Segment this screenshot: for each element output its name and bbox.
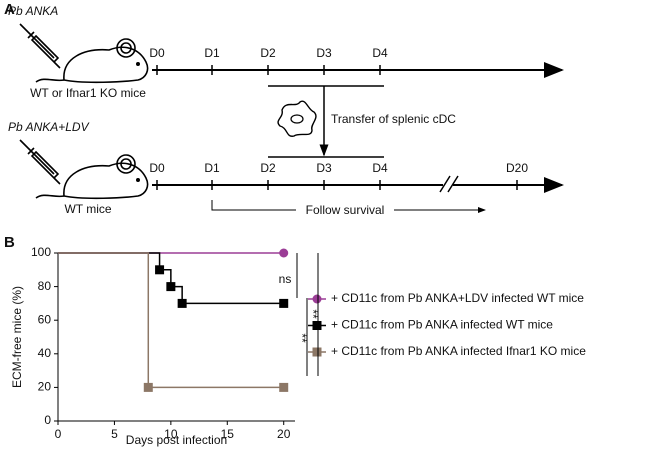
x-axis-label: Days post infection (126, 433, 227, 447)
mice-label: WT or Ifnar1 KO mice (30, 86, 146, 100)
legend-label: + CD11c from Pb ANKA+LDV infected WT mic… (331, 291, 584, 305)
significance-label: ** (295, 333, 309, 343)
follow-label: Follow survival (306, 203, 385, 217)
day-label: D4 (372, 161, 388, 175)
marker (279, 248, 289, 258)
marker (155, 265, 165, 275)
x-tick-label: 0 (55, 427, 62, 441)
y-tick-label: 0 (44, 413, 51, 427)
day-label: D1 (204, 161, 220, 175)
day-label: D1 (204, 46, 220, 60)
day-label: D0 (149, 161, 165, 175)
legend-label: + CD11c from Pb ANKA infected Ifnar1 KO … (331, 344, 586, 358)
y-axis-label: ECM-free mice (%) (10, 286, 24, 388)
x-tick-label: 10 (164, 427, 178, 441)
day-label: D3 (316, 161, 332, 175)
day-label: D2 (260, 161, 276, 175)
y-tick-label: 40 (38, 346, 52, 360)
axis-break (439, 175, 459, 193)
y-tick-label: 20 (38, 380, 52, 394)
mouse-icon (19, 139, 149, 200)
panel-label: B (4, 234, 15, 251)
y-tick-label: 60 (38, 312, 52, 326)
day-label: D2 (260, 46, 276, 60)
panel-label: A (4, 1, 15, 18)
strain-label: Pb ANKA (8, 4, 58, 18)
legend-label: + CD11c from Pb ANKA infected WT mice (331, 318, 553, 332)
marker (177, 298, 187, 308)
x-tick-label: 20 (277, 427, 291, 441)
legend-marker (312, 321, 322, 330)
significance-label: ** (306, 309, 320, 319)
follow-gap (296, 203, 394, 217)
y-tick-label: 80 (38, 279, 52, 293)
survival-line (58, 252, 284, 389)
legend-marker (312, 347, 322, 357)
marker (166, 282, 176, 292)
mouse-icon (19, 23, 149, 84)
day-label: D3 (316, 46, 332, 60)
y-tick-label: 100 (31, 245, 51, 259)
axis-break-gap (443, 178, 453, 192)
day-label: D0 (149, 46, 165, 60)
x-tick-label: 5 (111, 427, 118, 441)
day-label: D4 (372, 46, 388, 60)
marker (279, 298, 289, 308)
panel-b: B 0 20 40 60 80 100 0 5 10 15 20 ECM-free mice (%) Da… (4, 234, 586, 447)
legend-marker (312, 294, 322, 304)
x-tick-label: 15 (221, 427, 235, 441)
marker (279, 382, 289, 392)
transfer-label: Transfer of splenic cDC (331, 112, 456, 126)
mice-label: WT mice (64, 202, 111, 216)
cdc-nucleus (290, 114, 304, 124)
day-label: D20 (506, 161, 528, 175)
survival-line (58, 252, 284, 305)
strain-label: Pb ANKA+LDV (8, 120, 90, 134)
panel-a: APb ANKA WT or Ifnar1 KO mice D0 D1 D2 D3 D4 Pb… (4, 1, 564, 217)
significance-label: ns (279, 272, 292, 286)
cdc-icon (277, 100, 317, 137)
marker (143, 382, 153, 392)
